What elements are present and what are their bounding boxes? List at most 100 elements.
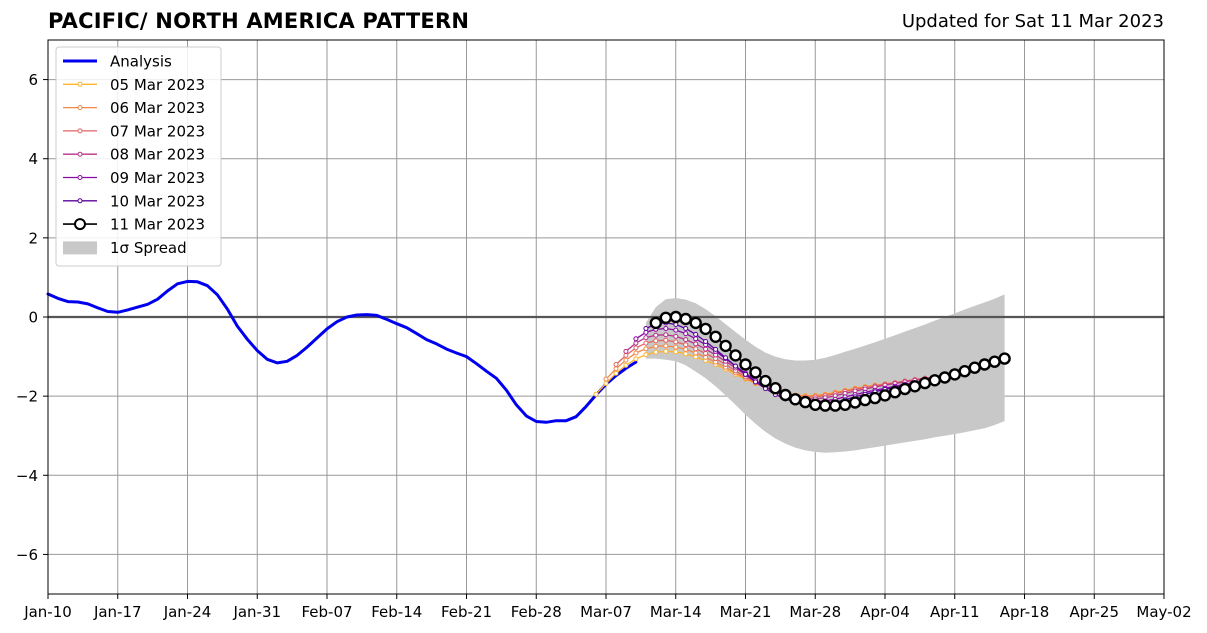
forecast-point	[898, 382, 912, 396]
forecast-point	[663, 326, 669, 331]
forecast-point	[653, 332, 659, 338]
forecast-point	[633, 356, 639, 362]
forecast-point	[703, 339, 709, 344]
forecast-point	[673, 349, 679, 355]
legend-entry: 08 Mar 2023	[63, 146, 205, 164]
analysis-line	[46, 279, 638, 424]
legend-label: 07 Mar 2023	[110, 122, 205, 140]
forecast-point	[789, 393, 802, 406]
forecast-point	[988, 355, 1001, 368]
spread-band-layer	[645, 294, 1005, 453]
legend-entry: 11 Mar 2023	[63, 216, 205, 234]
legend-marker	[77, 105, 83, 111]
spread-band	[645, 294, 1005, 453]
legend-label: 11 Mar 2023	[110, 216, 205, 234]
forecast-point	[623, 357, 629, 363]
forecast-point	[613, 370, 619, 376]
legend-entry: 05 Mar 2023	[63, 76, 205, 94]
forecast-point	[603, 381, 609, 386]
forecast-point	[693, 354, 699, 360]
forecast-point	[613, 362, 619, 367]
forecast-point	[838, 398, 852, 411]
forecast-point	[683, 331, 689, 337]
legend-label: 09 Mar 2023	[110, 169, 205, 187]
legend-swatch	[63, 241, 97, 255]
forecast-point	[733, 363, 738, 369]
x-tick-label: Mar-07	[580, 603, 632, 621]
forecast-point	[743, 371, 748, 377]
forecast-point	[769, 382, 782, 395]
forecast-point	[643, 340, 649, 346]
forecast-point	[709, 330, 722, 343]
forecast-point	[928, 374, 941, 387]
forecast-point	[663, 332, 669, 338]
forecast-point	[693, 331, 699, 337]
updated-date: Updated for Sat 11 Mar 2023	[901, 11, 1164, 32]
forecast-point	[653, 343, 659, 349]
forecast-point	[848, 396, 862, 409]
y-tick-label: −2	[16, 388, 38, 406]
forecast-point	[623, 352, 629, 358]
forecast-point	[998, 352, 1011, 365]
x-tick-label: Mar-21	[720, 603, 772, 621]
x-tick-label: Feb-07	[301, 603, 352, 621]
forecast-point	[689, 316, 702, 330]
forecast-series	[649, 310, 1011, 412]
forecast-point	[723, 355, 729, 361]
forecast-point	[713, 346, 719, 352]
forecast-point	[649, 316, 662, 330]
forecast-point	[663, 348, 669, 354]
forecast-point	[683, 346, 689, 352]
forecast-point	[593, 391, 599, 397]
y-tick-label: 2	[28, 229, 38, 247]
forecast-point	[908, 380, 922, 393]
legend-label: Analysis	[110, 53, 172, 71]
x-tick-label: Jan-17	[93, 603, 142, 621]
legend-entry: 1σ Spread	[63, 239, 187, 257]
x-tick-label: Mar-28	[789, 603, 841, 621]
forecast-point	[703, 350, 709, 356]
forecast-point	[829, 399, 842, 412]
forecast-point	[663, 343, 669, 349]
forecast-point	[673, 339, 679, 345]
forecast-point	[938, 371, 951, 384]
forecast-point	[799, 395, 812, 409]
x-tick-label: Apr-25	[1070, 603, 1120, 621]
legend-entry: 06 Mar 2023	[63, 99, 205, 117]
forecast-point	[759, 374, 772, 388]
forecast-point	[669, 310, 682, 324]
legend-entry: Analysis	[63, 53, 172, 71]
legend-marker	[77, 81, 83, 87]
forecast-point	[633, 336, 639, 342]
legend-marker	[77, 151, 83, 157]
x-tick-label: May-02	[1136, 603, 1191, 621]
forecast-point	[699, 322, 712, 336]
forecast-point	[858, 393, 872, 407]
forecast-point	[693, 346, 699, 352]
x-tick-label: Jan-31	[232, 603, 281, 621]
forecast-point	[779, 388, 792, 402]
forecast-point	[653, 338, 659, 344]
y-tick-label: −4	[16, 467, 38, 485]
legend-marker	[74, 218, 86, 231]
x-tick-label: Jan-10	[23, 603, 72, 621]
y-tick-label: 4	[28, 150, 38, 168]
forecast-point	[749, 366, 762, 379]
legend-label: 10 Mar 2023	[110, 192, 205, 210]
forecast-point	[679, 312, 692, 326]
forecast-point	[868, 391, 882, 405]
forecast-point	[719, 339, 732, 353]
x-tick-label: Mar-14	[650, 603, 702, 621]
forecast-point	[958, 365, 971, 378]
forecast-point	[633, 340, 639, 346]
legend-marker	[77, 175, 83, 180]
forecast-point	[683, 326, 689, 331]
forecast-point	[603, 376, 609, 382]
legend-entry: 10 Mar 2023	[63, 192, 205, 210]
x-tick-label: Feb-28	[511, 603, 562, 621]
forecast-point	[693, 350, 699, 356]
chart-title: PACIFIC/ NORTH AMERICA PATTERN	[48, 9, 470, 33]
forecast-point	[623, 348, 629, 354]
x-tick-label: Apr-18	[1000, 603, 1050, 621]
